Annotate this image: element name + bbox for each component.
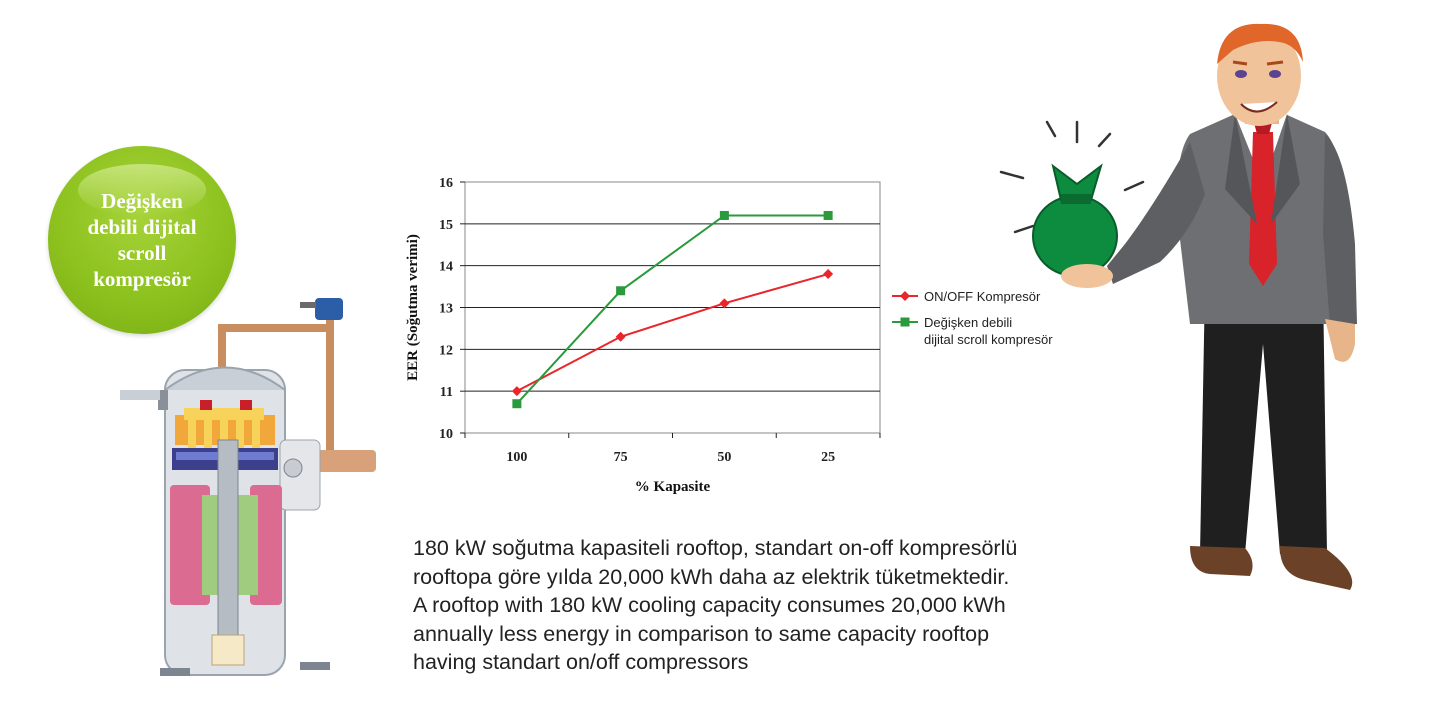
data-point — [616, 286, 626, 296]
legend-label-line: dijital scroll kompresör — [924, 332, 1053, 347]
data-point — [719, 210, 729, 220]
y-tick-label: 16 — [439, 176, 453, 191]
businessman-money-bag-icon — [999, 23, 1357, 590]
x-tick-label: 25 — [821, 450, 835, 465]
legend-marker — [900, 317, 910, 327]
legend-marker — [900, 291, 910, 301]
chart-series — [511, 210, 834, 409]
legend-label: ON/OFF Kompresör — [924, 289, 1041, 304]
data-point — [823, 210, 833, 220]
legend-label-line: Değişken debili — [924, 315, 1012, 330]
data-point — [615, 331, 626, 342]
x-axis-title: % Kapasite — [635, 479, 711, 495]
description-line: having standart on/off compressors — [413, 650, 749, 674]
data-point — [512, 399, 522, 409]
description-line: rooftopa göre yılda 20,000 kWh daha az e… — [413, 564, 1010, 589]
series-line — [516, 214, 829, 405]
description-line: annually less energy in comparison to sa… — [413, 621, 990, 646]
data-point — [823, 269, 834, 280]
chart-axes: 10 11 12 13 14 15 16 100 75 50 25 % Kapasite EER (So… — [405, 176, 881, 495]
chart-legend: ON/OFF Kompresör Değişken debili dijital s… — [892, 289, 1053, 347]
x-tick-label: 100 — [506, 450, 527, 465]
chart-grid — [464, 181, 881, 434]
y-tick-label: 15 — [439, 218, 453, 233]
description-line: A rooftop with 180 kW cooling capacity c… — [413, 593, 1006, 617]
x-tick-label: 50 — [717, 450, 731, 465]
series-line — [516, 273, 829, 393]
y-tick-label: 14 — [439, 260, 453, 275]
y-tick-label: 12 — [439, 343, 453, 358]
y-tick-label: 11 — [440, 385, 453, 400]
compressor-badge: Değişken debili dijital scroll kompresör — [48, 146, 236, 334]
description-line: 180 kW soğutma kapasiteli rooftop, stand… — [413, 536, 1018, 560]
y-tick-label: 13 — [439, 302, 453, 317]
data-point — [719, 298, 730, 309]
badge-gloss — [78, 164, 206, 216]
legend-label: Değişken debili dijital scroll kompresör — [924, 315, 1053, 347]
x-tick-label: 75 — [614, 450, 628, 465]
badge-text: Değişken debili dijital scroll kompresör — [87, 189, 197, 291]
scroll-compressor-icon — [120, 298, 376, 676]
description-text: 180 kW soğutma kapasiteli rooftop, stand… — [413, 534, 1133, 677]
data-point — [511, 386, 522, 397]
eer-line-chart: 10 11 12 13 14 15 16 100 75 50 25 % Kapasite EER (So… — [405, 176, 1053, 495]
y-tick-label: 10 — [439, 427, 453, 442]
y-axis-title: EER (Soğutma verimi) — [405, 234, 421, 381]
legend-label-line: ON/OFF Kompresör — [924, 289, 1041, 304]
